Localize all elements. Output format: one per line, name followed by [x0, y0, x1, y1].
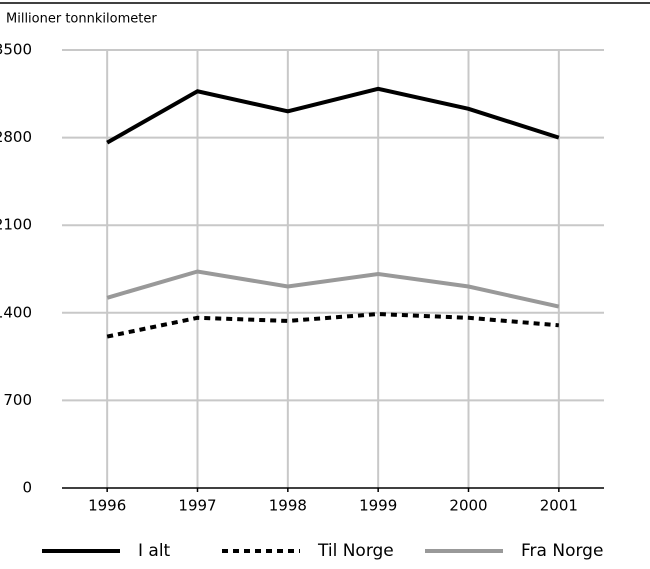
y-tick-label: 1400	[0, 303, 32, 321]
y-axis-label: Millioner tonnkilometer	[6, 12, 157, 27]
legend-label: Til Norge	[317, 541, 394, 561]
y-tick-label: 2800	[0, 128, 32, 146]
series-line	[106, 312, 559, 339]
x-tick-label: 1997	[178, 497, 216, 515]
y-tick-label: 0	[22, 479, 32, 497]
x-tick-label: 1998	[269, 497, 307, 515]
x-tick-label: 1999	[359, 497, 397, 515]
series-line	[106, 86, 560, 145]
y-tick-label: 700	[3, 391, 32, 409]
y-tick-label: 2100	[0, 216, 32, 234]
series-line	[106, 269, 560, 309]
legend-label: I alt	[138, 541, 171, 561]
x-tick-label: 2001	[540, 497, 578, 515]
legend-label: Fra Norge	[521, 541, 603, 561]
x-tick-label: 1996	[88, 497, 126, 515]
y-tick-label: 3500	[0, 41, 32, 59]
x-tick-label: 2000	[449, 497, 487, 515]
